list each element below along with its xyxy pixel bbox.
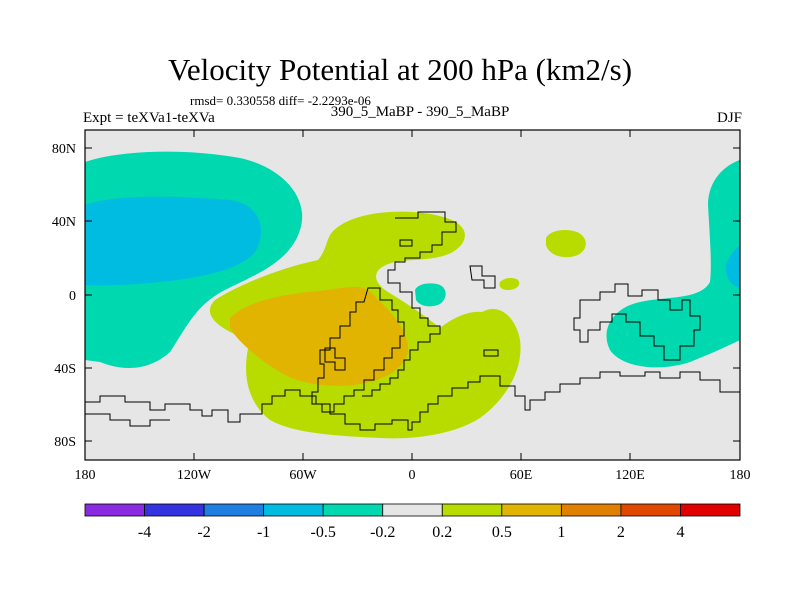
lon-label: 120W: [177, 468, 212, 483]
negative-core-east: [725, 245, 740, 288]
experiment-label: Expt = teXVa1-teXVa: [83, 110, 215, 126]
colorbar: -4 -2 -1 -0.5 -0.2 0.2 0.5 1 2 4: [84, 503, 741, 541]
coast-east-asia: [573, 283, 701, 361]
lon-label: 0: [409, 468, 416, 483]
negative-region-east: [606, 160, 740, 368]
colorbar-label: -0.5: [311, 524, 336, 541]
colorbar-swatch: [322, 503, 384, 517]
positive-blob-small: [499, 277, 520, 290]
colorbar-swatch: [144, 503, 205, 517]
positive-blob-north: [546, 230, 586, 258]
colorbar-label: 4: [676, 524, 684, 541]
colorbar-swatch: [382, 503, 443, 517]
colorbar-swatch: [84, 503, 145, 517]
colorbar-label: 0.5: [492, 524, 512, 541]
lat-label: 80S: [54, 435, 76, 450]
tick-marks: [84, 130, 741, 460]
colorbar-swatch: [680, 503, 741, 517]
colorbar-swatch: [501, 503, 562, 517]
lon-label: 60E: [510, 468, 533, 483]
coast-antarctica: [85, 371, 740, 431]
stats-text: rmsd= 0.330558 diff= -2.2293e-06: [190, 93, 371, 108]
lon-label: 60W: [289, 468, 317, 483]
lat-label: 40N: [52, 215, 76, 230]
colorbar-swatch: [441, 503, 503, 517]
lat-label: 0: [69, 289, 76, 304]
colorbar-swatch: [203, 503, 265, 517]
lat-label: 80N: [52, 142, 76, 157]
lon-label: 180: [730, 468, 751, 483]
colorbar-label: 1: [557, 524, 565, 541]
colorbar-swatch: [620, 503, 681, 517]
coast-antarctic-peninsula: [85, 413, 170, 427]
colorbar-swatch: [263, 503, 324, 517]
colorbar-label: -2: [197, 524, 210, 541]
coast-island-c: [483, 349, 499, 357]
contour-fields: [85, 151, 740, 439]
coast-inner-box: [324, 347, 346, 371]
coast-africa-europe: [362, 211, 457, 397]
colorbar-swatch: [560, 503, 622, 517]
colorbar-label: -1: [257, 524, 270, 541]
lon-labels: 180 120W 60W 0 60E 120E 180: [75, 468, 751, 483]
positive-core-atlantic: [230, 286, 409, 386]
season-label: DJF: [716, 110, 742, 126]
negative-blob-africa: [415, 283, 446, 307]
lat-label: 40S: [54, 362, 76, 377]
lat-labels: 80N 40N 0 40S 80S: [52, 142, 76, 450]
coastlines: [85, 211, 740, 431]
colorbar-label: -0.2: [370, 524, 395, 541]
coast-island-a: [399, 239, 413, 247]
colorbar-label: 0.2: [432, 524, 452, 541]
case-label: 390_5_MaBP - 390_5_MaBP: [330, 104, 510, 120]
plot-title: Velocity Potential at 200 hPa (km2/s): [167, 52, 633, 87]
colorbar-label: -4: [138, 524, 151, 541]
coast-island-b: [469, 265, 496, 289]
lon-label: 180: [75, 468, 96, 483]
colorbar-label: 2: [617, 524, 625, 541]
negative-core-northwest: [85, 196, 262, 286]
lon-label: 120E: [615, 468, 645, 483]
coast-south-america: [311, 287, 405, 413]
